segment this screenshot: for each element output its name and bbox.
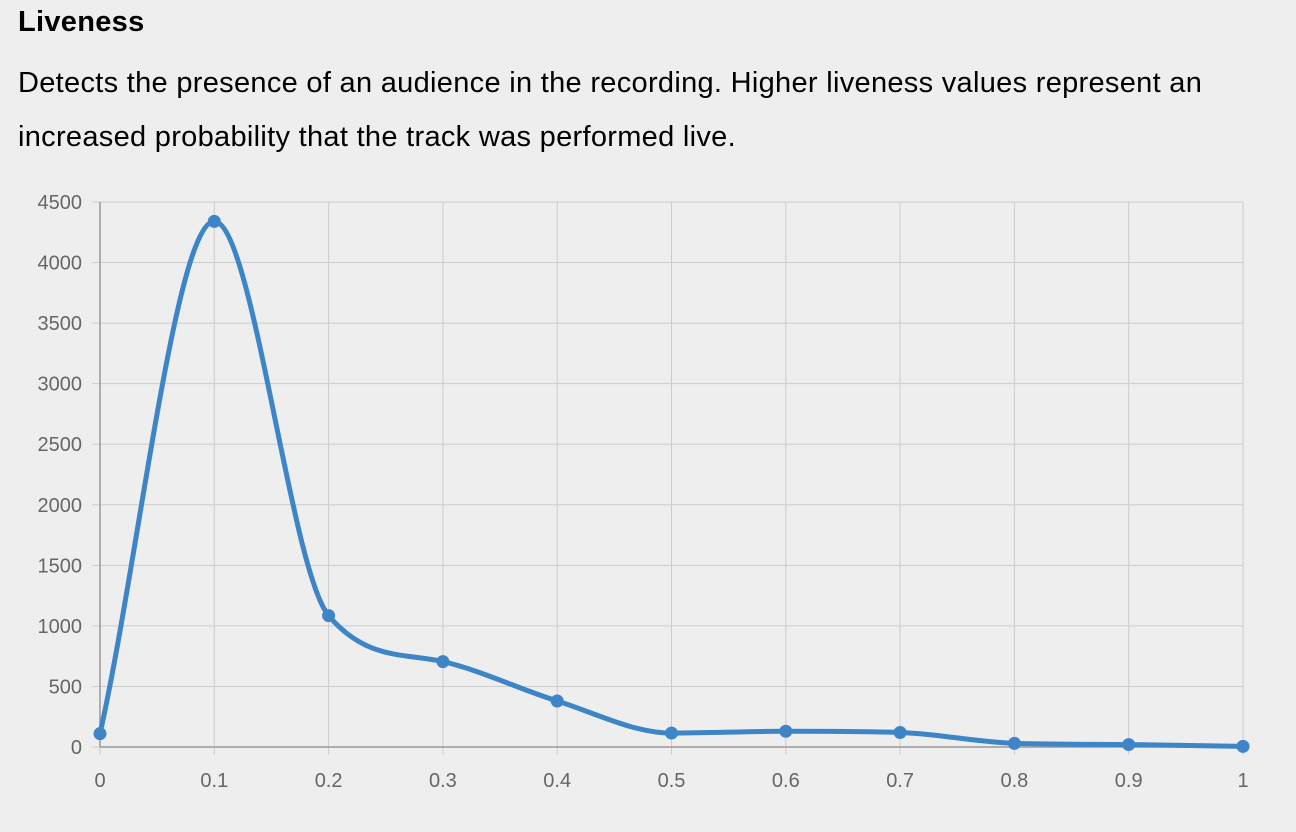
x-tick-label: 0.3 [429,770,457,792]
data-points [93,214,1250,753]
x-tick-label: 0.1 [200,770,228,792]
data-point[interactable] [93,727,107,741]
chart-title: Liveness [18,6,145,38]
y-tick-label: 3500 [38,313,83,335]
y-tick-labels: 0 500 1000 1500 2000 2500 3000 3500 4000 4500 [38,192,83,759]
data-point[interactable] [207,214,221,228]
y-tick-label: 1000 [38,616,83,638]
x-tick-label: 0.9 [1115,770,1143,792]
data-point[interactable] [1007,736,1021,750]
x-tick-labels: 0 0.1 0.2 0.3 0.4 0.5 0.6 0.7 0.8 0.9 1 [94,770,1248,792]
x-tick-label: 0.5 [658,770,686,792]
y-tick-label: 2500 [38,434,83,456]
data-point[interactable] [1122,738,1136,752]
data-point[interactable] [322,609,336,623]
y-tick-label: 1500 [38,555,83,577]
y-tick-label: 4500 [38,192,83,214]
chart-description: Detects the presence of an audience in t… [18,67,1203,153]
data-point[interactable] [550,694,564,708]
x-tick-label: 0.6 [772,770,800,792]
x-tick-label: 0.8 [1000,770,1028,792]
data-point[interactable] [436,655,450,669]
x-tick-label: 1 [1237,770,1248,792]
x-tick-label: 0.4 [543,770,571,792]
data-point[interactable] [779,724,793,738]
x-tick-label: 0.2 [315,770,343,792]
grid-lines [92,201,1244,755]
y-tick-label: 2000 [38,495,83,517]
data-point[interactable] [893,725,907,739]
y-tick-label: 500 [49,676,82,698]
data-point[interactable] [1236,739,1250,753]
y-tick-label: 0 [71,737,82,759]
x-tick-label: 0 [94,770,105,792]
data-point[interactable] [665,726,678,740]
y-tick-label: 3000 [38,374,83,396]
x-tick-label: 0.7 [886,770,914,792]
y-tick-label: 4000 [38,253,83,275]
axes [99,202,1243,748]
